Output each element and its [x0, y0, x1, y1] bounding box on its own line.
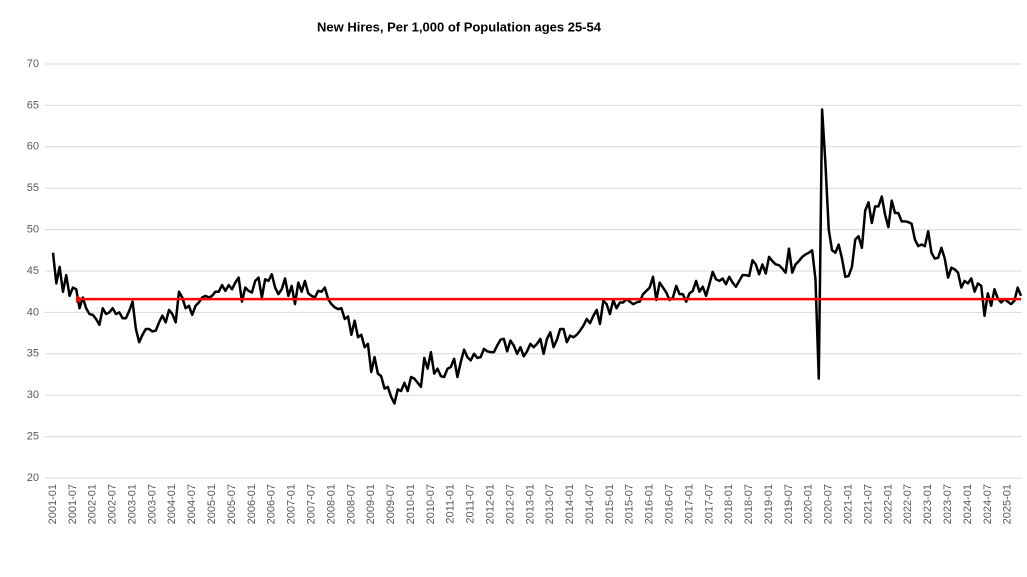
y-tick-label: 65 — [27, 99, 39, 111]
x-tick-label: 2001-01 — [47, 484, 59, 524]
x-tick-label: 2023-07 — [942, 484, 954, 524]
x-tick-label: 2007-01 — [286, 484, 298, 524]
x-tick-label: 2020-01 — [803, 484, 815, 524]
x-tick-label: 2015-01 — [604, 484, 616, 524]
x-tick-label: 2014-01 — [564, 484, 576, 524]
y-tick-label: 55 — [27, 182, 39, 194]
x-tick-label: 2013-07 — [544, 484, 556, 524]
x-tick-label: 2016-07 — [664, 484, 676, 524]
x-tick-label: 2013-01 — [524, 484, 536, 524]
x-tick-label: 2023-01 — [922, 484, 934, 524]
x-tick-label: 2006-07 — [266, 484, 278, 524]
x-tick-label: 2024-01 — [962, 484, 974, 524]
x-tick-label: 2019-01 — [763, 484, 775, 524]
y-tick-label: 60 — [27, 141, 39, 153]
x-tick-label: 2019-07 — [783, 484, 795, 524]
x-tick-label: 2015-07 — [624, 484, 636, 524]
x-tick-label: 2010-01 — [405, 484, 417, 524]
y-tick-label: 70 — [27, 58, 39, 70]
x-tick-label: 2010-07 — [425, 484, 437, 524]
x-tick-label: 2007-07 — [305, 484, 317, 524]
x-tick-label: 2003-07 — [146, 484, 158, 524]
x-tick-label: 2004-07 — [186, 484, 198, 524]
x-tick-label: 2005-07 — [226, 484, 238, 524]
x-tick-label: 2003-01 — [126, 484, 138, 524]
x-tick-label: 2022-01 — [882, 484, 894, 524]
data-line — [51, 108, 1023, 405]
x-tick-label: 2024-07 — [982, 484, 994, 524]
x-tick-label: 2005-01 — [206, 484, 218, 524]
x-tick-label: 2021-01 — [843, 484, 855, 524]
x-tick-label: 2002-01 — [87, 484, 99, 524]
x-tick-label: 2008-07 — [345, 484, 357, 524]
x-tick-label: 2006-01 — [246, 484, 258, 524]
y-tick-label: 45 — [27, 265, 39, 277]
x-tick-label: 2016-01 — [644, 484, 656, 524]
x-tick-label: 2011-01 — [445, 484, 457, 524]
y-tick-label: 20 — [27, 472, 39, 484]
y-tick-label: 50 — [27, 224, 39, 236]
x-tick-label: 2012-07 — [504, 484, 516, 524]
x-tick-label: 2008-01 — [325, 484, 337, 524]
x-tick-label: 2012-01 — [484, 484, 496, 524]
x-tick-label: 2025-01 — [1002, 484, 1014, 524]
x-tick-label: 2001-07 — [67, 484, 79, 524]
x-tick-label: 2011-07 — [465, 484, 477, 524]
x-tick-label: 2020-07 — [823, 484, 835, 524]
x-tick-label: 2009-01 — [365, 484, 377, 524]
x-tick-label: 2004-01 — [166, 484, 178, 524]
y-tick-label: 35 — [27, 348, 39, 360]
y-tick-label: 30 — [27, 389, 39, 401]
x-tick-label: 2018-07 — [743, 484, 755, 524]
x-tick-label: 2018-01 — [723, 484, 735, 524]
chart-title: New Hires, Per 1,000 of Population ages … — [317, 19, 602, 34]
x-tick-label: 2009-07 — [385, 484, 397, 524]
x-tick-label: 2022-07 — [902, 484, 914, 524]
x-tick-label: 2014-07 — [584, 484, 596, 524]
x-tick-label: 2002-07 — [107, 484, 119, 524]
x-tick-label: 2017-07 — [703, 484, 715, 524]
x-tick-label: 2021-07 — [862, 484, 874, 524]
y-tick-label: 25 — [27, 431, 39, 443]
x-tick-label: 2017-01 — [683, 484, 695, 524]
y-tick-label: 40 — [27, 306, 39, 318]
